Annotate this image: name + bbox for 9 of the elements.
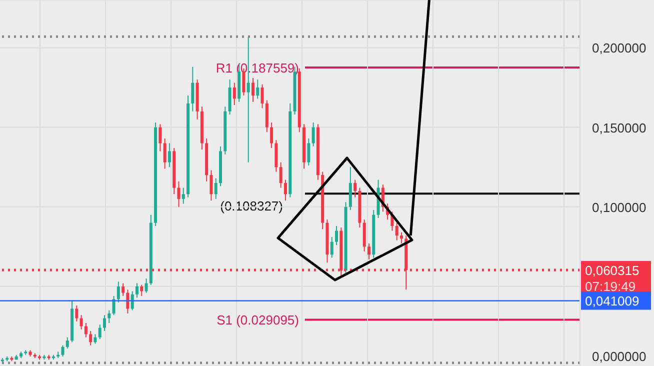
ref-line-label: 0,060315 <box>585 263 640 278</box>
y-tick-label: 0,150000 <box>592 120 646 136</box>
y-tick-label: 0,000000 <box>592 349 646 364</box>
ref-line-label: 0,041009 <box>585 294 640 309</box>
y-tick-label: 0,100000 <box>592 200 646 215</box>
ref-line-label: S1 (0.029095) <box>216 312 299 328</box>
text: 07:19:49 <box>585 279 636 294</box>
ref-line-label: (0.108327) <box>220 198 283 214</box>
y-tick-label: 0,200000 <box>592 40 646 56</box>
